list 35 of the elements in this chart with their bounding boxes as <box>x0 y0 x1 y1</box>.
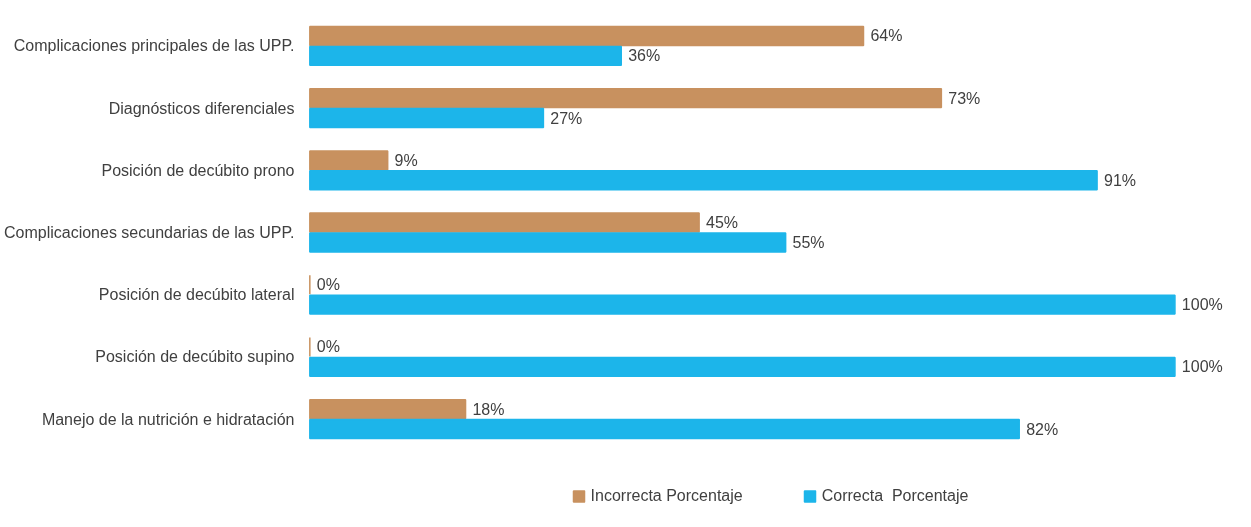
y-tick-label: Posición de decúbito prono <box>101 161 295 179</box>
bar <box>309 212 700 233</box>
bar <box>309 356 1176 378</box>
bar <box>309 45 623 67</box>
data-label: 55% <box>792 233 825 251</box>
bar <box>309 107 545 129</box>
data-label: 9% <box>394 151 418 169</box>
y-tick-label: Diagnósticos diferenciales <box>108 99 295 117</box>
bar <box>309 87 943 109</box>
bar <box>309 150 389 171</box>
data-label: 91% <box>1104 171 1137 189</box>
data-label: 36% <box>628 47 661 65</box>
y-tick-label: Posición de decúbito supino <box>95 348 295 366</box>
bar <box>309 170 1098 191</box>
bar <box>309 294 1176 315</box>
data-label: 45% <box>706 214 739 232</box>
data-label: 100% <box>1181 296 1223 314</box>
y-tick-label: Complicaciones secundarias de las UPP. <box>3 224 295 242</box>
data-label: 0% <box>316 276 340 294</box>
data-label: 73% <box>948 89 981 107</box>
data-label: 18% <box>472 400 505 418</box>
legend-label: Correcta Porcentaje <box>821 487 969 505</box>
bar <box>309 398 467 420</box>
y-tick-label: Manejo de la nutrición e hidratación <box>41 410 295 428</box>
bar <box>309 418 1020 440</box>
data-label: 0% <box>316 338 340 356</box>
data-label: 27% <box>550 109 583 127</box>
data-label: 82% <box>1026 420 1059 438</box>
y-tick-label: Complicaciones principales de las UPP. <box>13 37 295 55</box>
y-tick-label: Posición de decúbito lateral <box>98 286 295 304</box>
bar <box>309 232 787 253</box>
data-label: 100% <box>1181 358 1223 376</box>
data-label: 64% <box>870 27 903 45</box>
bar <box>309 25 865 47</box>
legend-label: Incorrecta Porcentaje <box>590 487 743 505</box>
